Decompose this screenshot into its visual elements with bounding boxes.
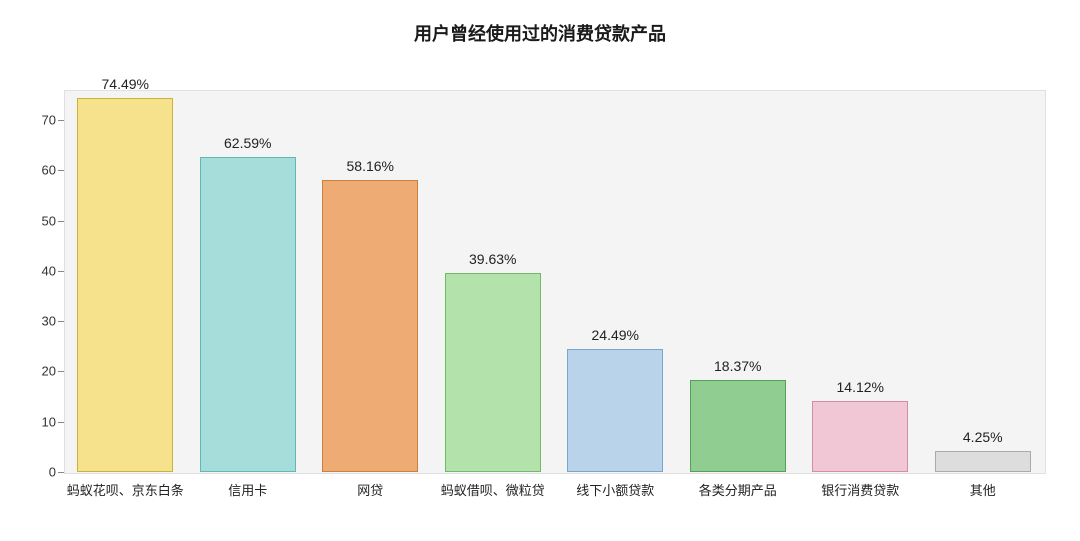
y-tick-mark xyxy=(58,371,64,372)
y-tick-mark xyxy=(58,221,64,222)
bar-value-label: 14.12% xyxy=(837,379,884,395)
bar xyxy=(812,401,908,472)
y-tick-label: 0 xyxy=(32,465,56,480)
bar xyxy=(445,273,541,472)
bar xyxy=(322,180,418,472)
y-tick-label: 60 xyxy=(32,163,56,178)
bar xyxy=(690,380,786,472)
x-tick-label: 蚂蚁借呗、微粒贷 xyxy=(441,480,545,499)
y-tick-label: 10 xyxy=(32,414,56,429)
bar xyxy=(567,349,663,472)
y-tick-mark xyxy=(58,472,64,473)
bar-value-label: 4.25% xyxy=(963,429,1003,445)
y-tick-label: 30 xyxy=(32,314,56,329)
bar xyxy=(77,98,173,472)
bar xyxy=(935,451,1031,472)
x-tick-label: 网贷 xyxy=(357,480,383,499)
x-tick-label: 线下小额贷款 xyxy=(576,480,654,499)
y-tick-mark xyxy=(58,271,64,272)
x-tick-label: 银行消费贷款 xyxy=(821,480,899,499)
bar-chart: 用户曾经使用过的消费贷款产品 0 10 20 30 40 50 60 70 74.49% 蚂蚁花呗… xyxy=(0,0,1080,541)
bar-value-label: 39.63% xyxy=(469,251,516,267)
bar xyxy=(200,157,296,472)
y-tick-mark xyxy=(58,170,64,171)
x-tick-label: 蚂蚁花呗、京东白条 xyxy=(67,480,184,499)
bar-value-label: 24.49% xyxy=(592,327,639,343)
y-tick-label: 20 xyxy=(32,364,56,379)
bar-value-label: 74.49% xyxy=(102,76,149,92)
y-tick-mark xyxy=(58,321,64,322)
y-tick-mark xyxy=(58,120,64,121)
y-tick-label: 70 xyxy=(32,113,56,128)
x-tick-label: 其他 xyxy=(970,480,996,499)
chart-title: 用户曾经使用过的消费贷款产品 xyxy=(0,20,1080,46)
y-tick-mark xyxy=(58,422,64,423)
bar-value-label: 58.16% xyxy=(347,158,394,174)
x-tick-label: 各类分期产品 xyxy=(699,480,777,499)
y-tick-label: 40 xyxy=(32,263,56,278)
x-tick-label: 信用卡 xyxy=(228,480,267,499)
y-tick-label: 50 xyxy=(32,213,56,228)
bar-value-label: 18.37% xyxy=(714,358,761,374)
bar-value-label: 62.59% xyxy=(224,135,271,151)
